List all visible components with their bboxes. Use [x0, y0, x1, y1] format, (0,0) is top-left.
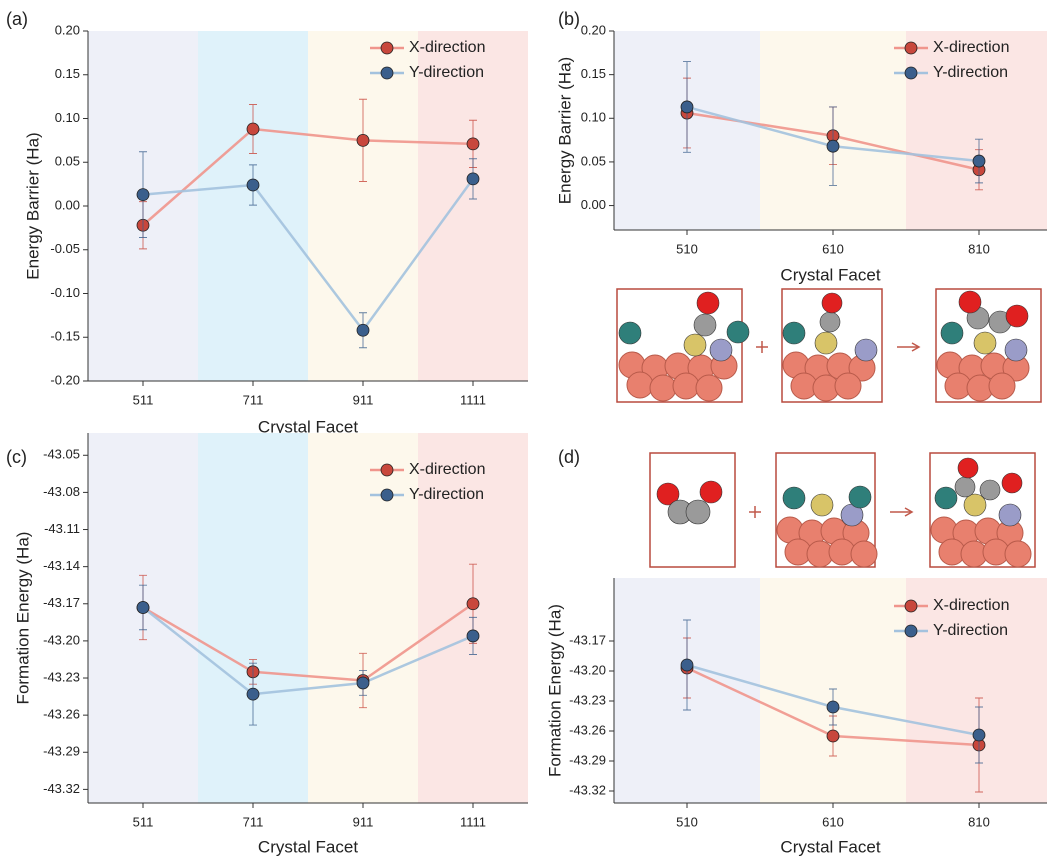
- x-tick-label: 610: [822, 814, 844, 829]
- category-band: [308, 433, 418, 803]
- y-tick-label: 0.20: [55, 22, 80, 37]
- category-band: [198, 31, 308, 381]
- data-point: [681, 101, 693, 113]
- x-tick-label: 911: [353, 814, 374, 829]
- y-tick-label: -43.11: [44, 521, 80, 536]
- legend-marker: [905, 42, 917, 54]
- legend-marker: [905, 625, 917, 637]
- illustration-b: [617, 289, 1041, 402]
- y-axis-title: Energy Barrier (Ha): [555, 57, 574, 204]
- x-tick-label: 610: [822, 241, 844, 256]
- x-tick-label: 510: [676, 241, 698, 256]
- legend-label: X-direction: [409, 461, 485, 478]
- y-tick-label: 0.00: [581, 197, 606, 212]
- data-point: [827, 140, 839, 152]
- data-point: [467, 173, 479, 185]
- y-tick-label: -43.23: [569, 692, 606, 707]
- legend-label: X-direction: [933, 39, 1009, 56]
- legend-marker: [905, 67, 917, 79]
- category-band: [906, 31, 1047, 230]
- data-point: [357, 134, 369, 146]
- data-point: [357, 677, 369, 689]
- y-tick-label: 0.10: [55, 110, 80, 125]
- data-point: [137, 189, 149, 201]
- x-tick-label: 810: [968, 814, 990, 829]
- panel-label: (c): [6, 447, 27, 467]
- x-tick-label: 711: [243, 814, 264, 829]
- figure: 0.20 0.15 0.10 0.05 0.00 -0.05 -0.10 -0.15 -0.20…: [0, 0, 1047, 859]
- y-tick-label: -43.29: [43, 744, 80, 759]
- y-axis-title: Formation Energy (Ha): [13, 532, 32, 705]
- data-point: [467, 598, 479, 610]
- y-tick-label: -0.05: [50, 241, 80, 256]
- y-tick-label: -43.23: [43, 669, 80, 684]
- y-tick-label: -43.08: [43, 484, 80, 499]
- data-point: [681, 659, 693, 671]
- data-point: [357, 324, 369, 336]
- y-tick-label: -43.14: [43, 558, 80, 573]
- y-tick-label: 0.15: [55, 66, 80, 81]
- legend-marker: [381, 42, 393, 54]
- legend-label: Y-direction: [409, 486, 484, 503]
- data-point: [973, 155, 985, 167]
- y-tick-label: 0.10: [581, 110, 606, 125]
- y-tick-label: -43.20: [43, 632, 80, 647]
- y-tick-label: 0.20: [581, 22, 606, 37]
- y-tick-label: -43.05: [43, 447, 80, 462]
- data-point: [467, 138, 479, 150]
- data-point: [827, 730, 839, 742]
- data-point: [247, 179, 259, 191]
- x-tick-label: 711: [243, 392, 264, 407]
- legend-label: Y-direction: [933, 64, 1008, 81]
- y-tick-label: -43.32: [43, 781, 80, 796]
- y-tick-label: -0.10: [50, 285, 80, 300]
- x-tick-label: 511: [133, 814, 154, 829]
- data-point: [827, 701, 839, 713]
- y-tick-label: -43.17: [43, 595, 80, 610]
- legend-marker: [381, 67, 393, 79]
- y-tick-label: -43.32: [569, 782, 606, 797]
- legend-marker: [381, 464, 393, 476]
- x-tick-label: 911: [353, 392, 374, 407]
- y-tick-label: 0.05: [581, 153, 606, 168]
- legend-marker: [381, 489, 393, 501]
- legend-marker: [905, 600, 917, 612]
- data-point: [247, 688, 259, 700]
- data-point: [247, 123, 259, 135]
- legend-label: X-direction: [409, 39, 485, 56]
- x-tick-label: 1111: [460, 814, 486, 829]
- category-band: [198, 433, 308, 803]
- y-tick-label: 0.00: [55, 197, 80, 212]
- data-point: [137, 601, 149, 613]
- x-axis-title: Crystal Facet: [780, 265, 880, 284]
- panel-label: (a): [6, 9, 28, 29]
- legend-label: Y-direction: [933, 622, 1008, 639]
- y-tick-label: -43.20: [569, 662, 606, 677]
- panel-label: (b): [558, 9, 580, 29]
- data-point: [973, 729, 985, 741]
- panel-label: (d): [558, 447, 580, 467]
- y-tick-label: -43.26: [43, 707, 80, 722]
- y-tick-label: 0.05: [55, 154, 80, 169]
- x-tick-label: 1111: [460, 392, 486, 407]
- x-tick-label: 510: [676, 814, 698, 829]
- x-axis-title: Crystal Facet: [780, 837, 880, 856]
- y-tick-label: -0.20: [50, 372, 80, 387]
- y-tick-label: -43.26: [569, 722, 606, 737]
- legend-label: Y-direction: [409, 64, 484, 81]
- y-axis-title: Energy Barrier (Ha): [23, 132, 42, 279]
- y-tick-label: -0.15: [50, 329, 80, 344]
- y-tick-label: -43.29: [569, 752, 606, 767]
- legend-label: X-direction: [933, 597, 1009, 614]
- x-tick-label: 810: [968, 241, 990, 256]
- category-band: [418, 31, 528, 381]
- data-point: [467, 630, 479, 642]
- x-axis-title: Crystal Facet: [258, 837, 358, 856]
- y-tick-label: 0.15: [581, 66, 606, 81]
- y-axis-title: Formation Energy (Ha): [545, 604, 564, 777]
- illustration-d: [650, 453, 1035, 567]
- x-tick-label: 511: [133, 392, 154, 407]
- y-tick-label: -43.17: [569, 632, 606, 647]
